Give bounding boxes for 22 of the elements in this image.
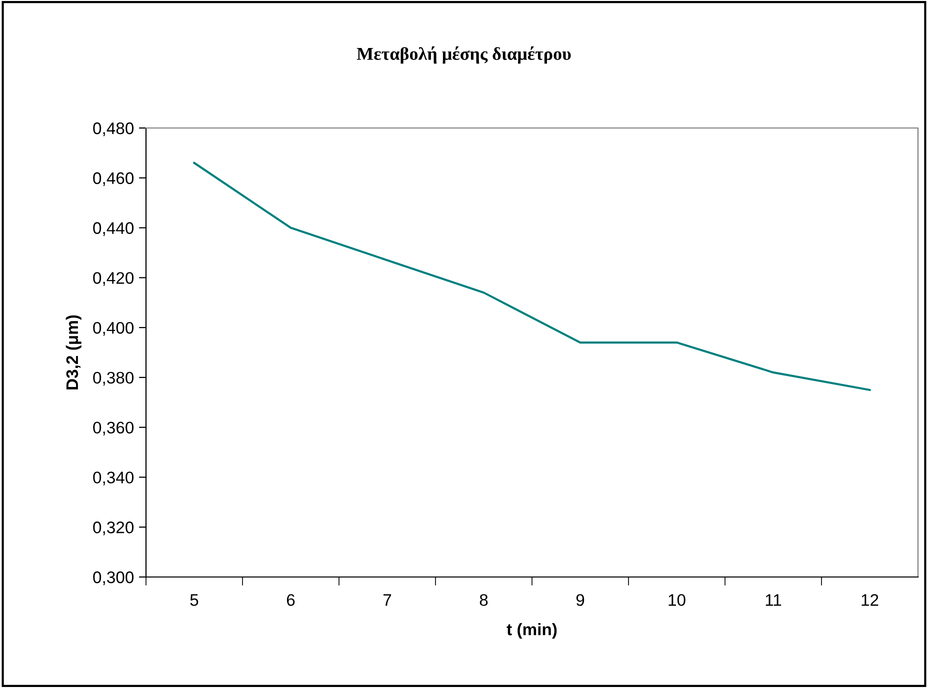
x-tick-label: 11 (766, 594, 782, 606)
y-tick-label: 0,400 (93, 322, 134, 336)
x-tick-label: 7 (383, 594, 392, 606)
y-tick-label: 0,360 (93, 422, 134, 436)
chart-title: Μεταβολή μέσης διαμέτρου (356, 46, 571, 64)
y-tick-label: 0,320 (93, 522, 134, 536)
y-tick-label: 0,460 (93, 172, 134, 186)
y-tick-label: 0,440 (93, 222, 134, 236)
y-tick-label: 0,480 (93, 122, 134, 136)
y-tick-label: 0,380 (93, 372, 134, 386)
x-tick-label: 10 (668, 594, 686, 606)
x-tick-label: 8 (480, 594, 488, 606)
x-tick-label: 5 (190, 594, 198, 606)
y-axis-title: D3,2 (μm) (66, 315, 82, 390)
y-tick-label: 0,420 (93, 272, 134, 286)
x-tick-label: 9 (576, 594, 584, 606)
y-tick-label: 0,300 (93, 571, 134, 586)
x-tick-label: 6 (286, 594, 295, 606)
y-tick-label: 0,340 (93, 472, 134, 486)
x-tick-label: 12 (862, 594, 878, 606)
line-series (193, 162, 871, 391)
x-axis-title: t (min) (506, 623, 557, 639)
